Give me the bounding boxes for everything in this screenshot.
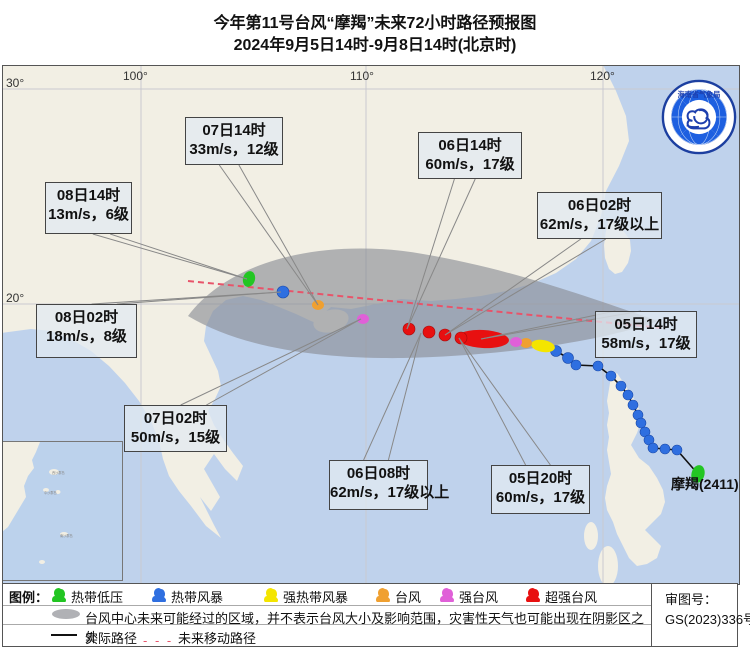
svg-text:中沙群岛: 中沙群岛 (44, 490, 57, 495)
svg-text:西沙群岛: 西沙群岛 (52, 470, 65, 475)
svg-text:南沙群岛: 南沙群岛 (60, 533, 73, 538)
svg-text:海南省气象局: 海南省气象局 (678, 90, 721, 99)
